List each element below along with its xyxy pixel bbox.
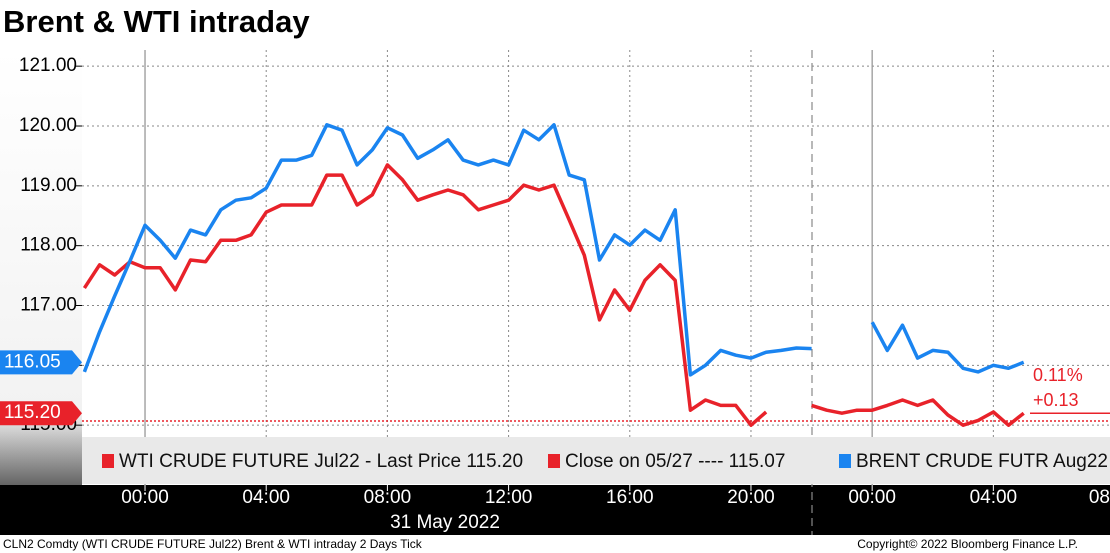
x-axis-panel <box>0 485 1110 535</box>
series-line <box>82 123 1025 377</box>
legend-label: BRENT CRUDE FUTR Aug22 - <box>856 451 1110 472</box>
legend-band <box>82 437 1110 484</box>
x-tick-label: 16:00 <box>606 487 654 508</box>
last-price-label: 115.20 <box>4 402 61 423</box>
y-tick-label: 119.00 <box>20 175 77 196</box>
last-price-label: 116.05 <box>4 351 61 372</box>
legend-label: Close on 05/27 ---- 115.07 <box>565 451 785 472</box>
x-tick-label: 04:00 <box>242 487 290 508</box>
x-tick-label: 00:00 <box>121 487 169 508</box>
y-tick-label: 120.00 <box>19 115 77 136</box>
legend-swatch <box>102 454 114 468</box>
y-tick-label: 121.00 <box>19 55 77 76</box>
x-tick-label: 12:00 <box>485 487 533 508</box>
chart-title: Brent & WTI intraday <box>3 4 310 39</box>
x-tick-label: 08:00 <box>364 487 412 508</box>
legend-swatch <box>839 454 851 468</box>
x-tick-label: 20:00 <box>727 487 775 508</box>
date-label: 31 May 2022 <box>390 512 500 533</box>
footer-source: CLN2 Comdty (WTI CRUDE FUTURE Jul22) Bre… <box>3 537 423 551</box>
series-line <box>82 163 1025 427</box>
plot-area <box>82 50 1110 485</box>
last-price-tag <box>0 401 82 426</box>
x-tick-label: 04:00 <box>970 487 1018 508</box>
legend-label: WTI CRUDE FUTURE Jul22 - Last Price 115.… <box>119 451 523 472</box>
grid <box>82 50 1110 485</box>
y-tick-label: 118.00 <box>20 235 77 256</box>
annotation: +0.13 <box>1033 390 1079 410</box>
x-tick-label: 00:00 <box>848 487 896 508</box>
x-tick-label: 08 <box>1089 487 1110 508</box>
footer-copyright: Copyright© 2022 Bloomberg Finance L.P. <box>857 537 1078 551</box>
last-price-tag <box>0 350 82 375</box>
marks <box>82 123 1110 427</box>
legend: WTI CRUDE FUTURE Jul22 - Last Price 115.… <box>102 451 1110 472</box>
annotation: 0.11% <box>1033 365 1083 385</box>
legend-swatch <box>548 454 560 468</box>
y-tick-label: 117.00 <box>20 295 77 316</box>
y-axis-panel <box>0 50 82 535</box>
